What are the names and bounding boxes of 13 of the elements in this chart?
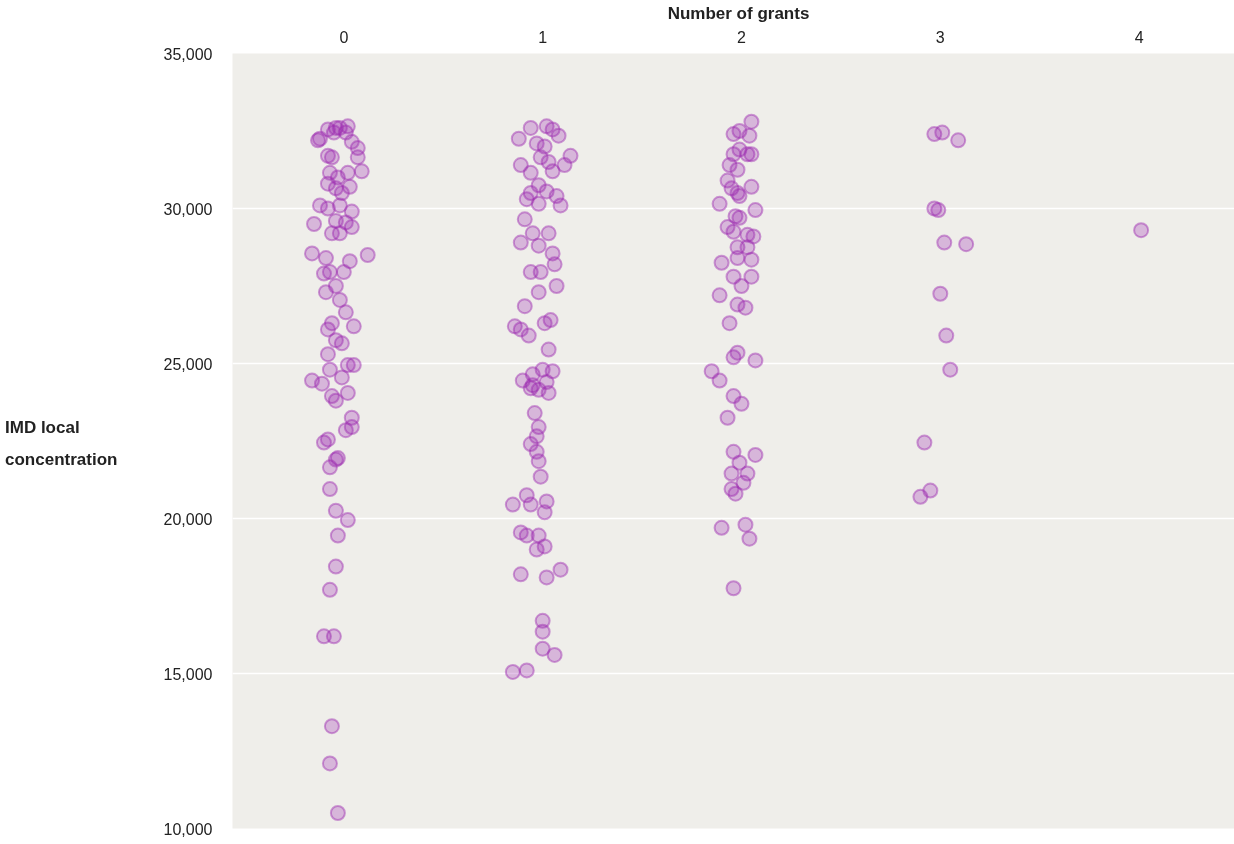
x-tick-label: 3 (935, 28, 945, 46)
y-tick-label: 20,000 (163, 510, 213, 528)
x-tick-label: 1 (538, 28, 548, 46)
y-axis-title: IMD local concentration (5, 417, 119, 472)
y-tick-label: 10,000 (163, 820, 213, 838)
y-tick-label: 30,000 (163, 200, 213, 218)
x-axis-title: Number of grants (667, 3, 810, 23)
y-tick-label: 25,000 (163, 355, 213, 373)
x-tick-label: 0 (339, 28, 349, 46)
y-tick-label: 15,000 (163, 665, 213, 683)
y-tick-label: 35,000 (163, 45, 213, 63)
x-tick-label: 4 (1134, 28, 1144, 46)
x-tick-label: 2 (737, 28, 747, 46)
